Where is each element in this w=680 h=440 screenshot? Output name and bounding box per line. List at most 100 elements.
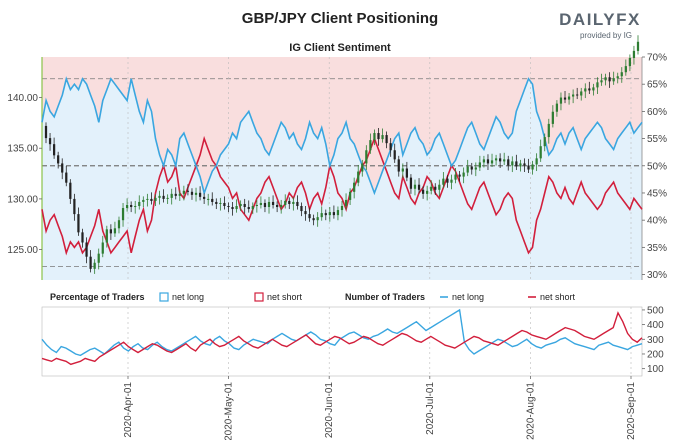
candle	[97, 248, 100, 270]
candle-body	[344, 199, 348, 207]
candle	[158, 190, 161, 205]
legend-swatch-box	[159, 292, 169, 302]
candle-body	[328, 212, 331, 216]
candle	[503, 152, 506, 165]
legend-heading: Percentage of Traders	[50, 292, 145, 302]
candle-body	[219, 202, 222, 204]
candle-body	[223, 202, 226, 207]
candle	[572, 89, 575, 104]
candle	[190, 188, 194, 200]
candle-body	[178, 193, 181, 196]
net-long-pct-line	[41, 76, 643, 196]
candle	[527, 158, 530, 174]
candle	[494, 154, 498, 166]
candle	[134, 200, 137, 214]
candle	[239, 200, 242, 212]
candle	[61, 158, 64, 180]
legend-label: net long	[172, 292, 204, 302]
candle-body	[304, 211, 307, 215]
candle	[551, 105, 554, 128]
right-tick-label: 45%	[647, 188, 667, 199]
candle	[421, 186, 425, 199]
candle-body	[576, 94, 579, 96]
candle-body	[381, 135, 384, 140]
x-tick-label: 2020-Apr-01	[123, 382, 134, 438]
bottom-legend: Percentage of Traders net long net short Nu…	[50, 292, 576, 302]
candle-body	[324, 213, 327, 216]
candle-body	[271, 201, 275, 205]
candle-body	[174, 193, 177, 196]
candle	[267, 196, 271, 214]
candle-body	[373, 133, 376, 141]
candle-body	[547, 123, 550, 138]
candle	[328, 207, 331, 222]
candle-body	[559, 97, 563, 104]
candle	[515, 154, 518, 171]
candle	[559, 92, 563, 111]
candle-body	[203, 196, 206, 199]
candle-body	[511, 161, 514, 166]
x-tick-label: 2020-Jul-01	[425, 382, 436, 435]
candle-body	[130, 204, 133, 208]
traders-plot-area	[41, 306, 643, 377]
candle	[251, 202, 254, 215]
candle-body	[523, 163, 526, 166]
candle	[616, 72, 619, 84]
candle-body	[138, 201, 141, 207]
candle	[563, 90, 567, 104]
right-tick-label: 300	[647, 335, 664, 346]
candle-body	[462, 172, 465, 177]
x-tick-label: 2020-Jun-01	[324, 382, 335, 439]
candle	[401, 163, 404, 179]
candle	[142, 196, 145, 208]
candle-body	[336, 210, 340, 216]
right-tick-label: 55%	[647, 134, 667, 145]
candle	[344, 193, 348, 210]
candle-body	[446, 178, 449, 183]
candle-body	[612, 78, 615, 82]
candle	[162, 189, 165, 203]
candle	[357, 164, 360, 187]
candle-body	[450, 179, 453, 183]
candle	[231, 201, 234, 216]
candle-body	[600, 80, 603, 83]
candle-body	[332, 212, 336, 216]
candle	[405, 161, 408, 182]
candle	[482, 155, 486, 168]
candle-body	[417, 184, 421, 190]
candle	[48, 133, 52, 151]
candle	[117, 216, 121, 234]
candle-body	[430, 186, 433, 191]
candle	[543, 133, 546, 152]
candle-body	[194, 192, 198, 195]
candle	[296, 195, 299, 210]
right-tick-label: 500	[647, 305, 664, 316]
candle	[284, 194, 287, 209]
candle-body	[170, 193, 173, 198]
candle-body	[57, 155, 60, 164]
left-tick-label: 140.00	[7, 93, 38, 104]
candle	[462, 167, 465, 184]
candle	[154, 194, 157, 207]
candle	[624, 59, 627, 76]
candle	[466, 159, 469, 177]
candle-body	[288, 200, 291, 204]
candle-body	[413, 184, 417, 189]
candle	[292, 196, 295, 211]
candle	[320, 206, 323, 221]
candle-body	[515, 161, 518, 167]
candle-body	[369, 140, 372, 151]
left-tick-label: 130.00	[7, 194, 38, 205]
candle	[77, 207, 80, 236]
candle	[426, 185, 429, 201]
candle-body	[284, 200, 287, 205]
legend-label: net long	[452, 292, 484, 302]
candle	[434, 183, 437, 195]
candle	[511, 156, 514, 173]
x-tick-label: 2020-May-01	[224, 382, 235, 440]
candle-body	[117, 220, 121, 229]
candle	[243, 198, 246, 214]
candle	[276, 201, 279, 213]
candle-body	[263, 202, 267, 208]
